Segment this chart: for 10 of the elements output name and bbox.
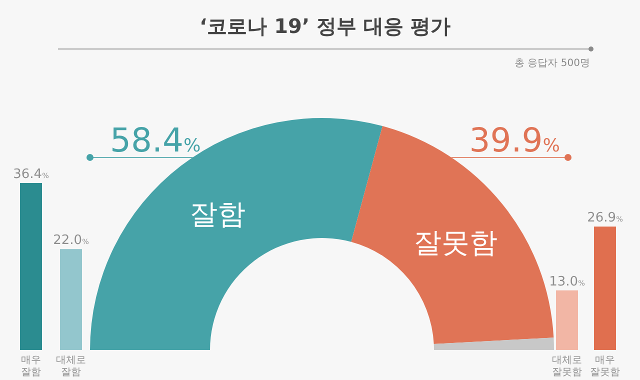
x-tick-label: 대체로 잘못함 [552,355,582,378]
chart-subtitle: 총 응답자 500명 [514,58,590,69]
slice-label: 잘못함 [414,226,498,259]
slice-label: 잘함 [189,197,246,230]
chart-title: ‘코로나 19’ 정부 대응 평가 [200,14,450,38]
x-tick-label: 매우 잘함 [21,355,41,378]
x-tick-label: 대체로 잘함 [56,355,86,378]
data-label: 39.9% [469,120,560,160]
x-tick-label: 매우 잘못함 [590,355,620,378]
data-label: 58.4% [110,120,201,160]
